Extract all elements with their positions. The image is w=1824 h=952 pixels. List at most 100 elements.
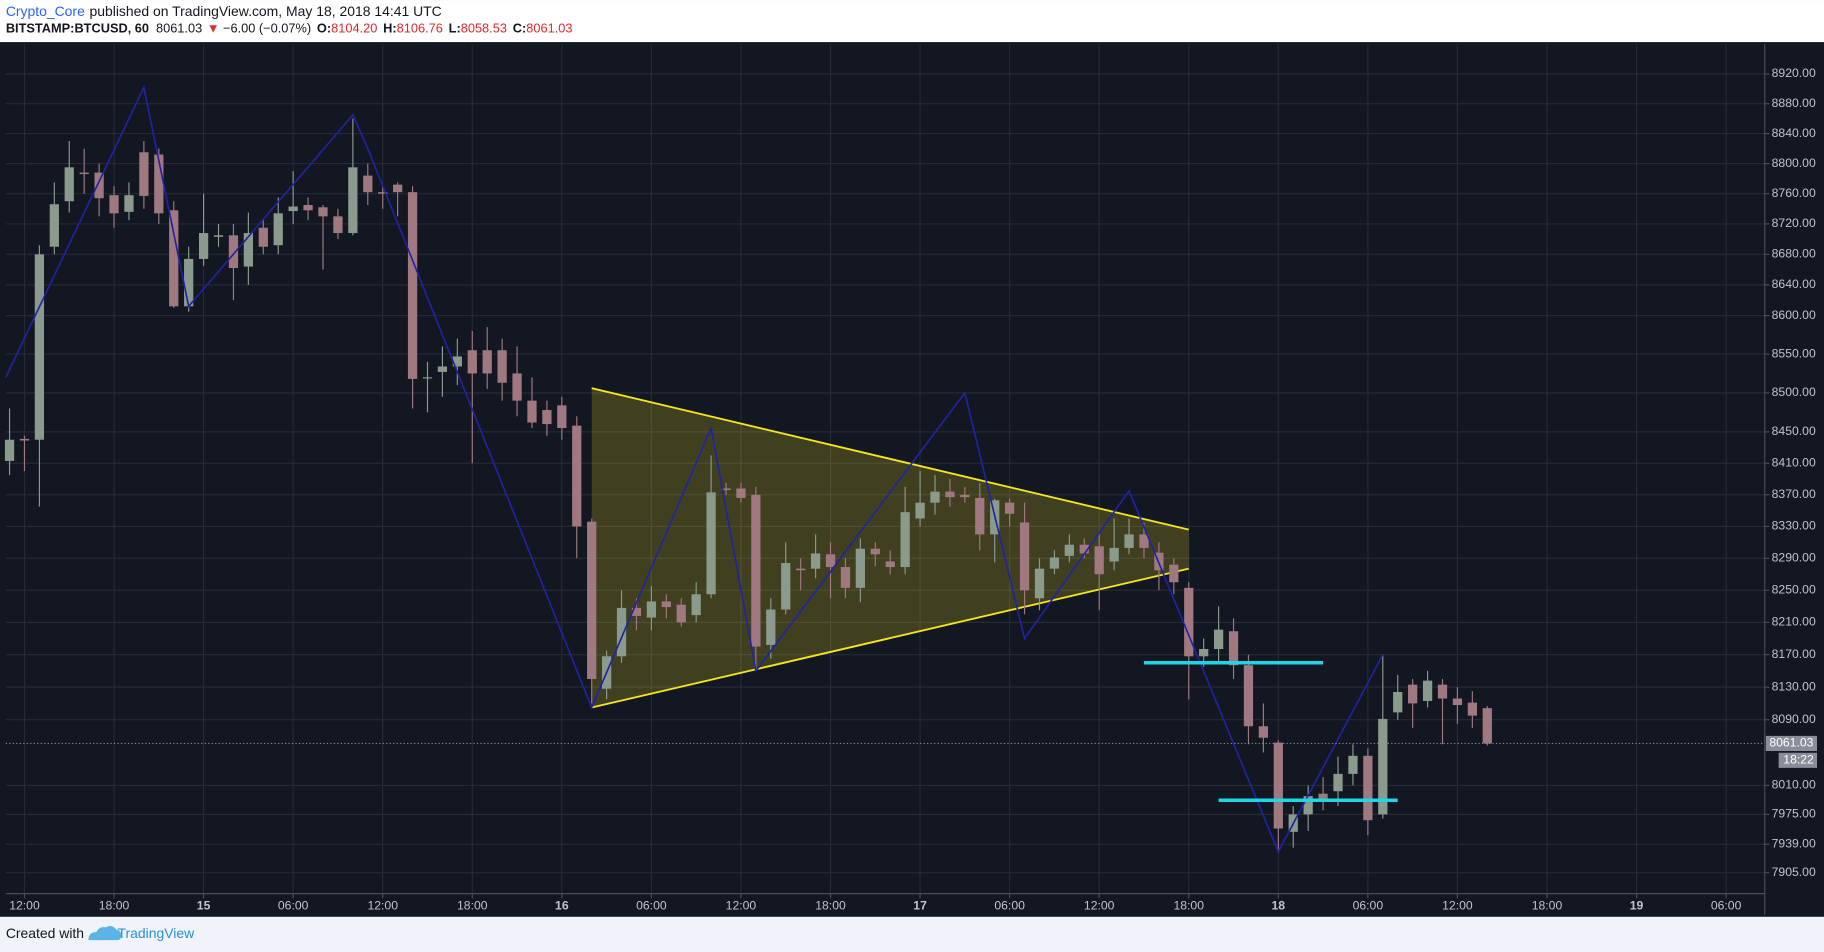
quote-line: BITSTAMP:BTCUSD, 60 8061.03 ▼ −6.00 (−0.07%… bbox=[6, 21, 573, 36]
candle-body bbox=[706, 492, 716, 595]
x-tick-label: 18:00 bbox=[815, 899, 846, 913]
created-with: Created with bbox=[6, 925, 84, 941]
candle-body bbox=[557, 405, 567, 428]
candle-body bbox=[34, 254, 45, 440]
x-tick-label: 06:00 bbox=[278, 899, 309, 913]
y-tick-label: 7905.00 bbox=[1772, 865, 1816, 879]
candle-body bbox=[273, 213, 283, 246]
x-tick-label: 12:00 bbox=[367, 899, 398, 913]
candle-body bbox=[109, 195, 119, 214]
x-tick-label: 18:00 bbox=[457, 899, 488, 913]
candle-body bbox=[139, 152, 149, 196]
x-tick-label: 12:00 bbox=[726, 899, 757, 913]
candle-body bbox=[1333, 773, 1343, 792]
candle-body bbox=[64, 167, 74, 202]
candle-body bbox=[587, 521, 597, 679]
ohlc-value: 8061.03 bbox=[526, 21, 572, 36]
candle-body bbox=[1184, 587, 1194, 657]
candle-body bbox=[1049, 557, 1060, 569]
candle-body bbox=[1303, 796, 1313, 815]
candle-body bbox=[1199, 649, 1209, 657]
candle-body bbox=[870, 548, 880, 555]
candle-body bbox=[288, 206, 298, 212]
last-price-box bbox=[1765, 735, 1818, 752]
published-text: published on TradingView.com, May 18, 20… bbox=[89, 3, 441, 19]
candle-body bbox=[796, 568, 806, 571]
y-tick-label: 8840.00 bbox=[1772, 126, 1816, 140]
ohlc-value: 8058.53 bbox=[461, 21, 507, 36]
candle-body bbox=[676, 604, 686, 623]
last-price: 8061.03 bbox=[156, 21, 202, 36]
symbol: BITSTAMP:BTCUSD, 60 bbox=[6, 21, 149, 36]
candle-body bbox=[407, 192, 418, 379]
candle-body bbox=[945, 491, 955, 498]
candle-body bbox=[1422, 680, 1433, 701]
candle-body bbox=[900, 512, 910, 568]
ohlc-label: O: bbox=[317, 21, 331, 36]
candle-body bbox=[825, 554, 836, 568]
zigzag-line bbox=[5, 84, 1384, 854]
x-tick-label: 18:00 bbox=[1532, 899, 1563, 913]
candle-body bbox=[1094, 546, 1104, 575]
y-tick-label: 8640.00 bbox=[1772, 277, 1816, 291]
candle-body bbox=[378, 192, 388, 194]
ohlc-label: L: bbox=[449, 21, 461, 36]
x-tick-label: 06:00 bbox=[1353, 899, 1384, 913]
candle-body bbox=[318, 207, 328, 217]
candle-body bbox=[198, 233, 209, 259]
candle-body bbox=[915, 502, 925, 519]
x-tick-label: 06:00 bbox=[994, 899, 1025, 913]
candle-body bbox=[1348, 755, 1358, 774]
candle-body bbox=[840, 567, 851, 588]
y-tick-label: 8920.00 bbox=[1772, 66, 1816, 80]
candle-body bbox=[1019, 522, 1030, 591]
candle-body bbox=[1109, 547, 1119, 562]
candle-body bbox=[885, 561, 895, 568]
author[interactable]: Crypto_Core bbox=[6, 3, 85, 19]
ohlc-label: H: bbox=[383, 21, 396, 36]
candle-body bbox=[482, 350, 492, 374]
candle-body bbox=[154, 154, 164, 214]
axes: 7905.00 7939.00 7975.00 8010.00 8090.00 8130.… bbox=[5, 44, 1818, 915]
candle-body bbox=[1273, 742, 1283, 829]
tradingview-link[interactable]: TradingView bbox=[117, 925, 195, 941]
candle-body bbox=[1258, 726, 1269, 738]
candle-body bbox=[751, 494, 761, 647]
triangle-edge bbox=[591, 567, 1189, 709]
candle-body bbox=[169, 210, 179, 307]
y-tick-label: 8210.00 bbox=[1772, 615, 1816, 629]
publish-line: Crypto_Core published on TradingView.com,… bbox=[6, 3, 442, 19]
x-tick-label: 12:00 bbox=[1442, 899, 1473, 913]
y-tick-label: 8760.00 bbox=[1772, 186, 1816, 200]
candle-body bbox=[1124, 534, 1134, 548]
candle-body bbox=[94, 172, 104, 199]
y-tick-label: 8170.00 bbox=[1772, 647, 1816, 661]
x-tick-label: 18:00 bbox=[1173, 899, 1204, 913]
footer-background bbox=[0, 916, 1824, 952]
candle-body bbox=[393, 184, 403, 193]
tradingview-logo[interactable] bbox=[88, 926, 122, 941]
grid bbox=[5, 44, 1765, 894]
candle-body bbox=[1213, 629, 1224, 650]
candle-body bbox=[333, 216, 343, 234]
candle-body bbox=[930, 491, 940, 503]
candle-body bbox=[1437, 684, 1448, 699]
candle-body bbox=[228, 235, 239, 269]
candle-body bbox=[4, 439, 15, 461]
candle-body bbox=[960, 494, 970, 498]
ohlc-value: 8106.76 bbox=[397, 21, 443, 36]
candle-body bbox=[512, 373, 522, 401]
ohlc-label: C: bbox=[513, 21, 527, 36]
candle-body bbox=[303, 205, 313, 211]
x-tick-label: 19 bbox=[1630, 899, 1644, 913]
x-tick-label: 12:00 bbox=[9, 899, 40, 913]
y-tick-label: 8450.00 bbox=[1772, 424, 1816, 438]
triangle-edge bbox=[591, 387, 1189, 531]
candle-body bbox=[1169, 564, 1179, 583]
candle-body bbox=[213, 235, 224, 237]
candle-body bbox=[79, 172, 89, 175]
candle-body bbox=[527, 400, 537, 423]
candle-body bbox=[19, 438, 30, 441]
